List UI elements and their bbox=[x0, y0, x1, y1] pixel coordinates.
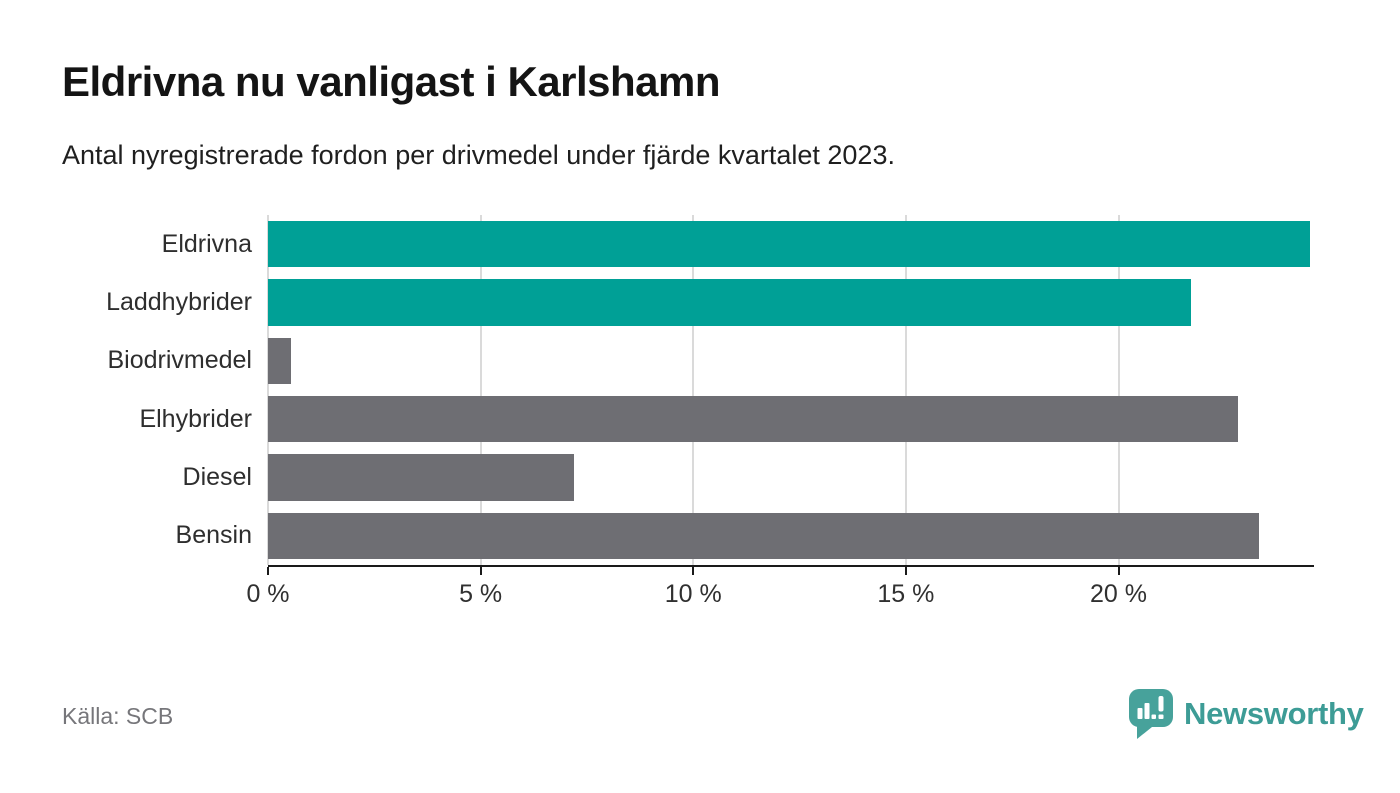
x-axis: 0 % 5 % 10 % 15 % 20 % bbox=[246, 565, 1312, 625]
axis-tick bbox=[1117, 567, 1120, 575]
category-axis: Eldrivna Laddhybrider Biodrivmedel Elhybrid… bbox=[40, 215, 252, 565]
gridline bbox=[1117, 215, 1120, 565]
axis-tick-label: 5 % bbox=[459, 580, 503, 608]
axis-tick bbox=[479, 567, 482, 575]
bar-row bbox=[268, 507, 1312, 565]
bar-biodrivmedel bbox=[268, 337, 292, 384]
axis-tick bbox=[267, 567, 269, 575]
source-label: Källa: SCB bbox=[62, 703, 174, 729]
bars-container bbox=[268, 215, 1312, 565]
x-axis-line bbox=[268, 565, 1314, 567]
axis-tick-label: 10 % bbox=[664, 580, 722, 608]
category-label: Biodrivmedel bbox=[107, 346, 252, 375]
category-label: Bensin bbox=[175, 521, 252, 550]
bar-row bbox=[268, 332, 1312, 390]
gridline bbox=[692, 215, 695, 565]
bar-row bbox=[268, 273, 1312, 331]
bar-row bbox=[268, 390, 1312, 448]
gridline bbox=[479, 215, 482, 565]
bar-bensin bbox=[268, 512, 1259, 559]
plot-area bbox=[267, 215, 1312, 565]
bar-eldrivna bbox=[268, 221, 1310, 268]
category-label: Laddhybrider bbox=[106, 287, 252, 316]
axis-tick bbox=[692, 567, 695, 575]
axis-tick-label: 0 % bbox=[246, 580, 290, 608]
bar-elhybrider bbox=[268, 395, 1238, 443]
newsworthy-logo: Newsworthy bbox=[1129, 689, 1364, 739]
bar-row bbox=[268, 448, 1312, 506]
chart-subtitle: Antal nyregistrerade fordon per drivmede… bbox=[62, 140, 895, 170]
axis-tick-label: 15 % bbox=[877, 580, 935, 608]
category-label: Diesel bbox=[182, 462, 252, 491]
axis-tick bbox=[904, 567, 907, 575]
bar-diesel bbox=[268, 454, 575, 501]
category-label: Elhybrider bbox=[139, 404, 252, 433]
bar-row bbox=[268, 215, 1312, 273]
axis-tick-label: 20 % bbox=[1090, 580, 1147, 608]
gridline-zero bbox=[267, 215, 269, 565]
bar-laddhybrider bbox=[268, 279, 1191, 326]
newsworthy-wordmark: Newsworthy bbox=[1184, 696, 1364, 731]
category-label: Eldrivna bbox=[161, 229, 252, 258]
newsworthy-pin-icon bbox=[1129, 689, 1173, 739]
chart-title: Eldrivna nu vanligast i Karlshamn bbox=[62, 58, 721, 105]
gridline bbox=[904, 215, 907, 565]
